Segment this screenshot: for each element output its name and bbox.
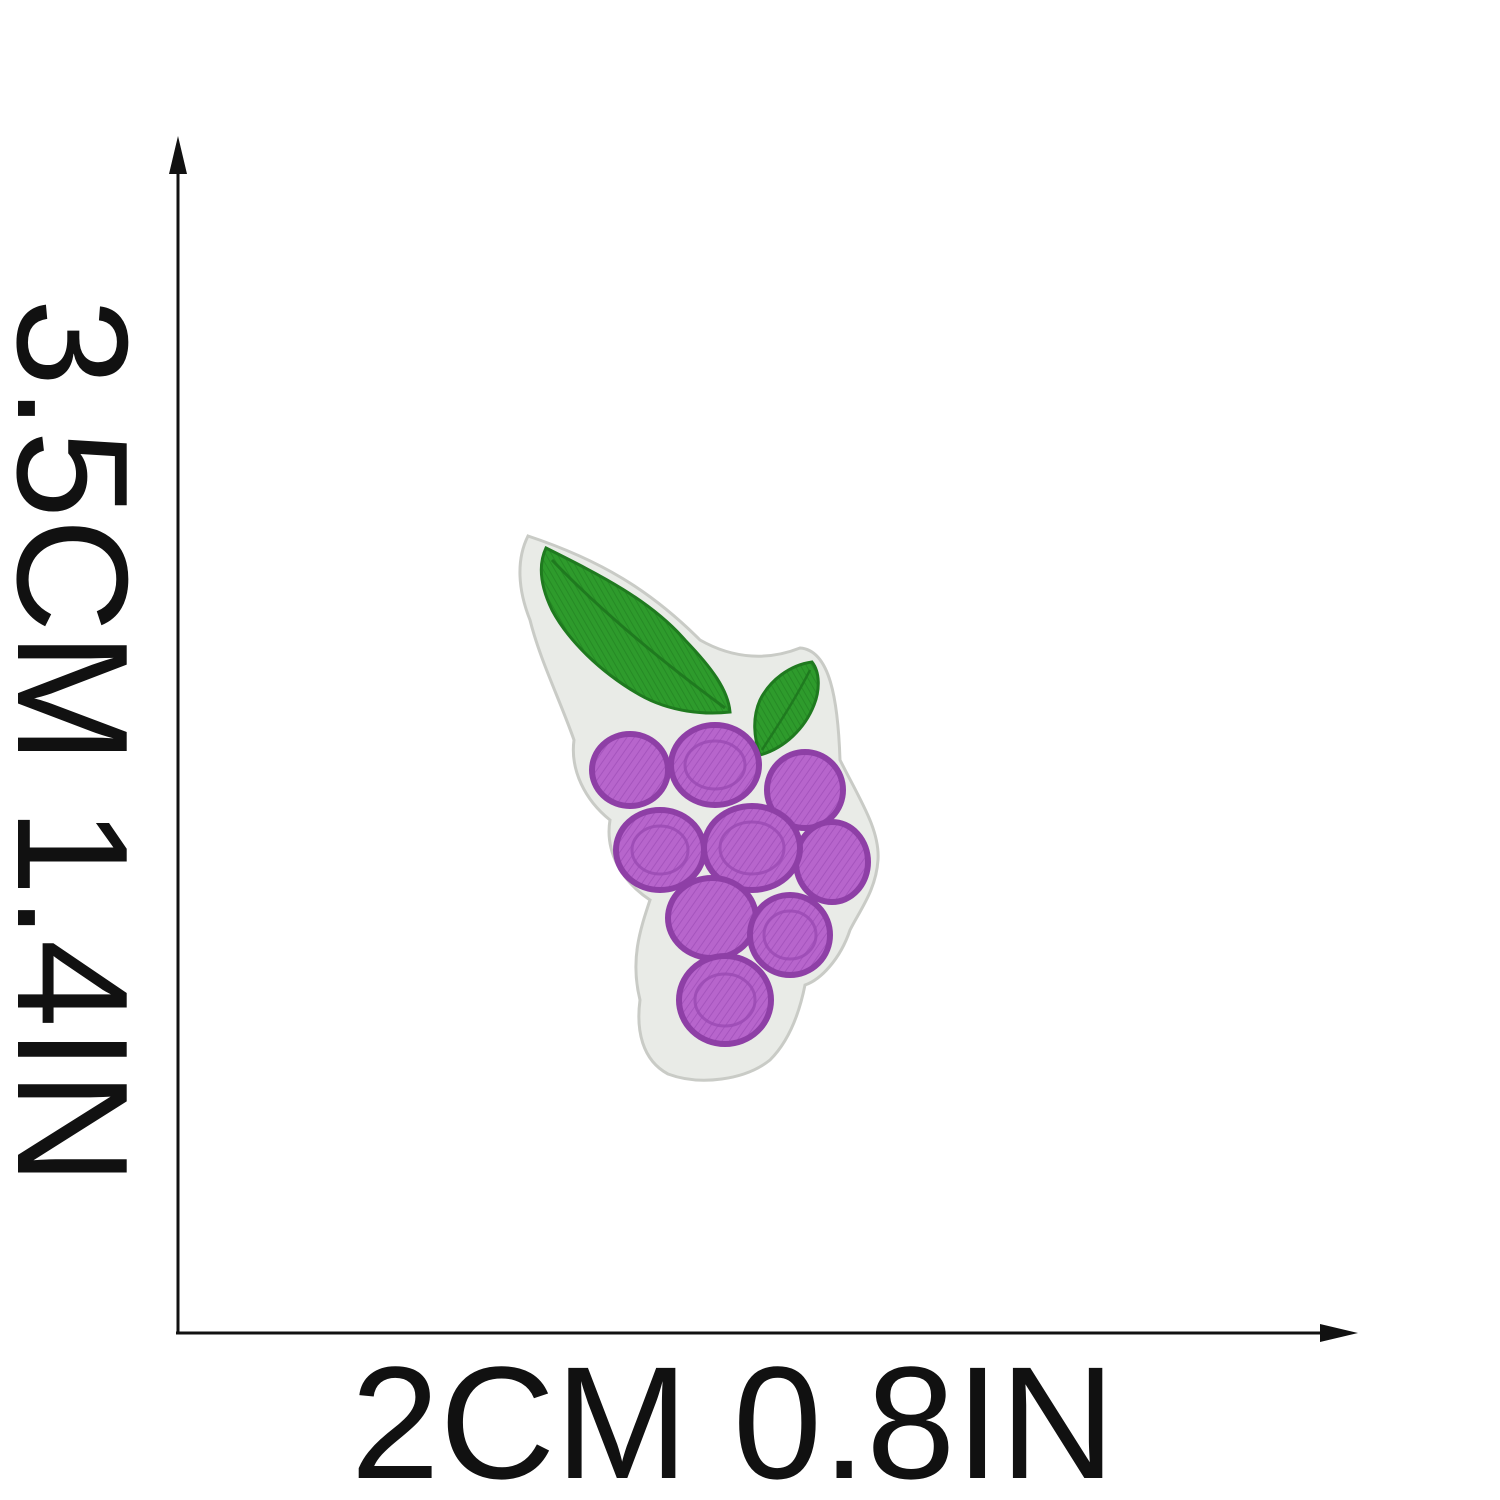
grape-embroidered-patch-icon: [518, 534, 880, 1082]
vertical-dimension-arrow: [169, 136, 187, 1333]
horizontal-dimension-arrow: [176, 1324, 1358, 1342]
width-label: 2CM 0.8IN: [351, 1333, 1116, 1500]
height-label: 3.5CM 1.4IN: [0, 299, 160, 1186]
grape-cluster: [589, 722, 871, 1047]
leaf-large: [539, 545, 732, 715]
